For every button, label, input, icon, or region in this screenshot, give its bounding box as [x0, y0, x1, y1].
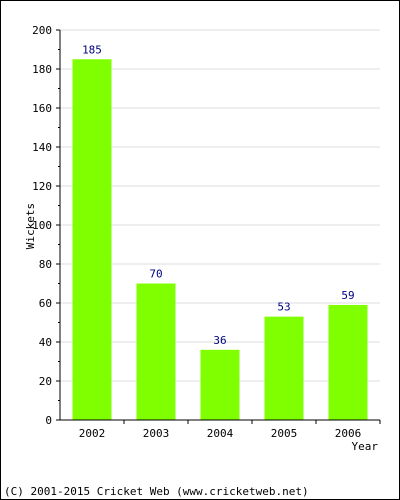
y-tick-label: 200 [32, 24, 52, 37]
x-tick-label: 2005 [271, 427, 298, 440]
y-tick-label: 80 [39, 258, 52, 271]
y-tick-label: 160 [32, 102, 52, 115]
data-label: 59 [341, 289, 354, 302]
x-axis-title: Year [352, 440, 379, 453]
x-tick-label: 2006 [335, 427, 362, 440]
data-label: 36 [213, 334, 226, 347]
bar [200, 349, 240, 420]
y-tick-label: 20 [39, 375, 52, 388]
x-tick-label: 2002 [79, 427, 106, 440]
y-axis-title: Wickets [24, 203, 37, 249]
bar [328, 304, 368, 420]
x-tick-label: 2004 [207, 427, 234, 440]
data-label: 70 [149, 268, 162, 281]
bar [72, 59, 112, 420]
bar [136, 283, 176, 420]
axes [56, 29, 381, 424]
y-tick-label: 60 [39, 297, 52, 310]
y-tick-labels: 0 20 40 60 80 100 120 140 160 180 200 [32, 24, 52, 427]
y-tick-label: 120 [32, 180, 52, 193]
copyright-text: (C) 2001-2015 Cricket Web (www.cricketwe… [4, 485, 309, 498]
bar [264, 316, 304, 420]
y-tick-label: 0 [45, 414, 52, 427]
grid-lines [60, 29, 380, 382]
data-label: 185 [82, 43, 102, 56]
x-tick-labels: 2002 2003 2004 2005 2006 [79, 427, 362, 440]
x-tick-label: 2003 [143, 427, 170, 440]
y-tick-label: 40 [39, 336, 52, 349]
data-label: 53 [277, 301, 290, 314]
bars [72, 59, 368, 420]
y-tick-label: 100 [32, 219, 52, 232]
data-labels: 185 70 36 53 59 [82, 43, 355, 347]
y-tick-label: 180 [32, 63, 52, 76]
y-tick-label: 140 [32, 141, 52, 154]
